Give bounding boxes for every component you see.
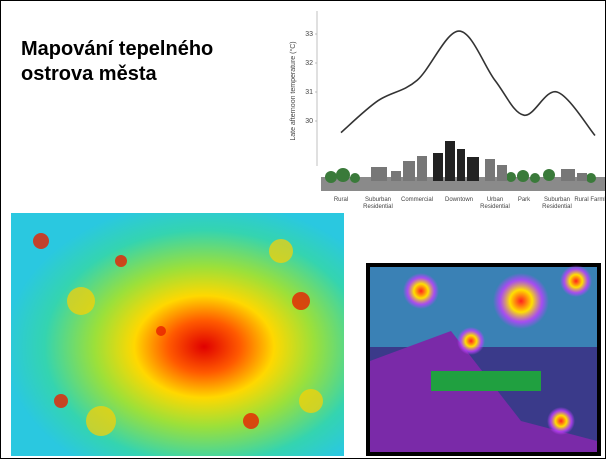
x-tick-label: Urban Residential — [480, 197, 510, 210]
y-tick-label: 32 — [305, 60, 313, 67]
x-tick-label: Downtown — [444, 197, 473, 203]
x-tick-label: Suburban Residential — [542, 197, 572, 210]
y-tick-label: 30 — [305, 118, 313, 125]
y-tick-label: 33 — [305, 31, 313, 38]
x-tick-label: Commercial — [400, 197, 433, 203]
slide-title: Mapování tepelného ostrova města — [21, 38, 214, 85]
thermal-map-detail — [366, 263, 601, 456]
y-axis-label: Late afternoon temperature (°C) — [289, 41, 297, 140]
skyline — [321, 141, 605, 191]
x-tick-label: Park — [517, 197, 531, 203]
x-tick-label: Suburban Residential — [363, 197, 393, 210]
thermal-map-city — [11, 213, 344, 456]
temperature-curve — [340, 30, 596, 137]
x-tick-label: Rural Farmland — [574, 197, 605, 203]
x-tick-label: Rural — [333, 197, 349, 203]
y-tick-label: 31 — [305, 89, 313, 96]
